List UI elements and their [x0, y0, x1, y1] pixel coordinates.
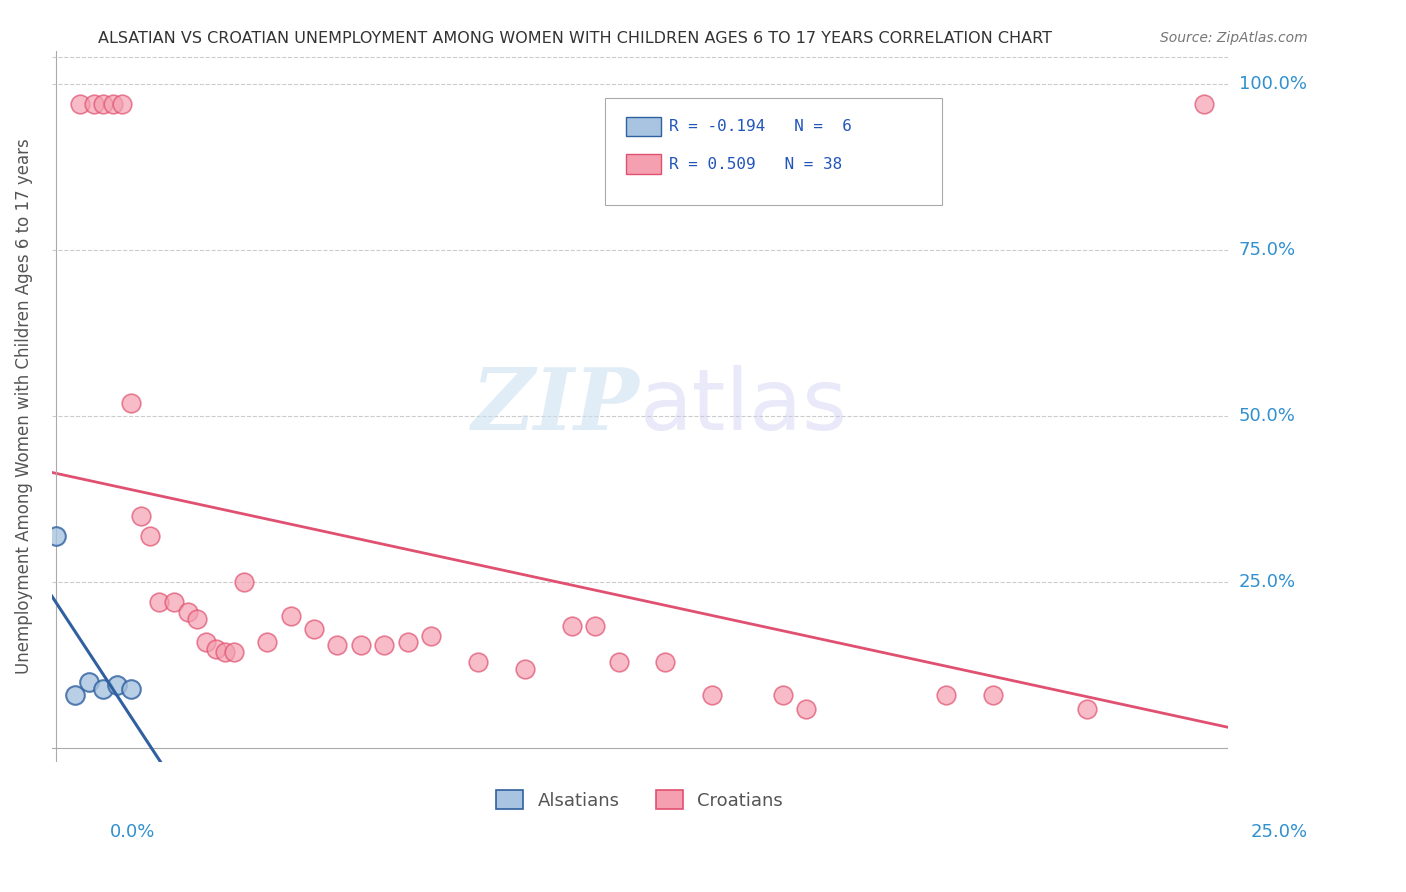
Text: 75.0%: 75.0% [1239, 241, 1296, 259]
Text: ALSATIAN VS CROATIAN UNEMPLOYMENT AMONG WOMEN WITH CHILDREN AGES 6 TO 17 YEARS C: ALSATIAN VS CROATIAN UNEMPLOYMENT AMONG … [98, 31, 1053, 46]
Point [186, 612, 208, 626]
Point [280, 608, 302, 623]
Point [69, 96, 91, 111]
Point [232, 575, 254, 590]
Text: Source: ZipAtlas.com: Source: ZipAtlas.com [1160, 31, 1308, 45]
Point [176, 605, 198, 619]
Text: 25.0%: 25.0% [1239, 574, 1296, 591]
Point [350, 639, 373, 653]
Point [77, 675, 100, 690]
Point [148, 595, 170, 609]
Point [162, 595, 184, 609]
Point [91, 681, 114, 696]
Point [63, 689, 86, 703]
Text: 50.0%: 50.0% [1239, 407, 1295, 425]
Point [981, 689, 1004, 703]
Text: atlas: atlas [640, 365, 848, 448]
Point [702, 689, 724, 703]
Point [111, 96, 134, 111]
Point [204, 641, 226, 656]
Point [224, 645, 246, 659]
Point [302, 622, 325, 636]
Point [935, 689, 957, 703]
Text: R = -0.194   N =  6: R = -0.194 N = 6 [669, 120, 852, 134]
Point [195, 635, 218, 649]
Point [513, 662, 536, 676]
Legend: Alsatians, Croatians: Alsatians, Croatians [489, 783, 790, 817]
Y-axis label: Unemployment Among Women with Children Ages 6 to 17 years: Unemployment Among Women with Children A… [15, 138, 32, 674]
Point [120, 681, 142, 696]
Point [1192, 96, 1215, 111]
Point [607, 655, 630, 669]
Point [214, 645, 236, 659]
Point [467, 655, 489, 669]
Text: R = 0.509   N = 38: R = 0.509 N = 38 [669, 157, 842, 171]
Point [101, 96, 124, 111]
Point [794, 701, 817, 715]
Point [256, 635, 278, 649]
Point [129, 508, 152, 523]
Point [772, 689, 794, 703]
Point [373, 639, 395, 653]
Text: 0.0%: 0.0% [110, 822, 155, 840]
Text: ZIP: ZIP [472, 365, 640, 448]
Point [396, 635, 419, 649]
Point [326, 639, 349, 653]
Point [105, 678, 128, 692]
Point [45, 529, 67, 543]
Point [420, 628, 443, 642]
Point [654, 655, 676, 669]
Point [1076, 701, 1098, 715]
Point [139, 529, 162, 543]
Point [120, 396, 142, 410]
Point [91, 96, 114, 111]
Point [561, 618, 583, 632]
Text: 25.0%: 25.0% [1250, 822, 1308, 840]
Text: 100.0%: 100.0% [1239, 75, 1306, 93]
Point [83, 96, 105, 111]
Point [583, 618, 606, 632]
